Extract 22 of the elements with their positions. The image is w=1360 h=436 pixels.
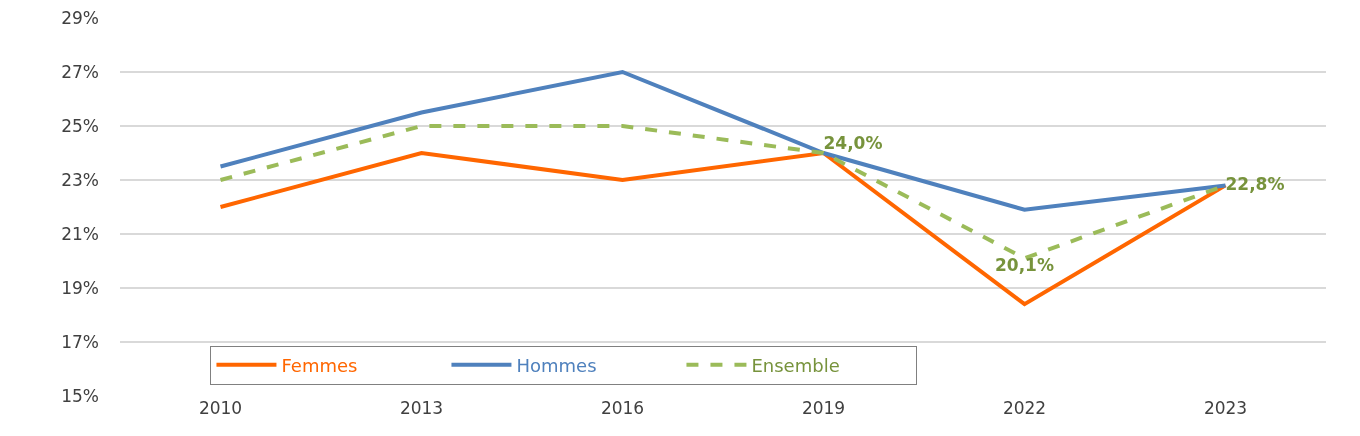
x-tick-label: 2010 bbox=[198, 398, 243, 418]
line-series bbox=[218, 151, 1228, 307]
data-label: 22,8% bbox=[1225, 173, 1285, 194]
y-tick-label: 17% bbox=[61, 331, 99, 352]
y-tick-label: 15% bbox=[61, 385, 99, 406]
x-tick-label: 2013 bbox=[399, 398, 444, 418]
y-tick-label: 23% bbox=[61, 169, 99, 190]
y-tick-label: 27% bbox=[61, 61, 99, 82]
x-tick-label: 2016 bbox=[600, 398, 645, 418]
x-tick-label: 2023 bbox=[1203, 398, 1248, 418]
y-tick-label: 19% bbox=[61, 277, 99, 298]
y-tick-label: 21% bbox=[61, 223, 99, 244]
y-tick-label: 25% bbox=[61, 115, 99, 136]
legend-label: Ensemble bbox=[751, 354, 840, 376]
legend-label: Femmes bbox=[281, 354, 358, 376]
x-tick-label: 2022 bbox=[1002, 398, 1047, 418]
data-label: 24,0% bbox=[823, 132, 883, 153]
x-tick-label: 2019 bbox=[801, 398, 846, 418]
y-tick-label: 29% bbox=[61, 7, 99, 28]
legend-label: Hommes bbox=[516, 354, 597, 376]
line-series bbox=[218, 70, 1228, 212]
data-label: 20,1% bbox=[995, 255, 1054, 276]
